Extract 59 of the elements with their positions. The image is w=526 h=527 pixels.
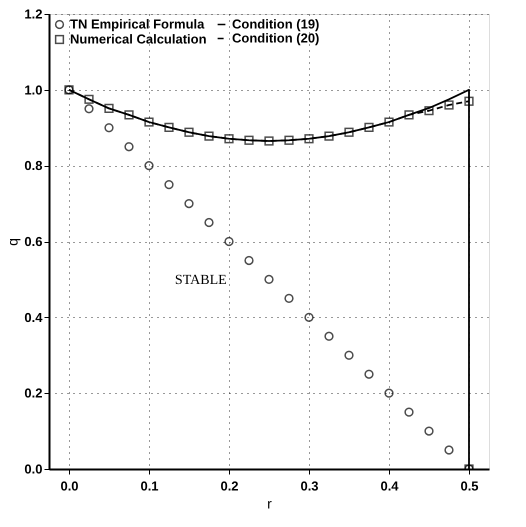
x-tick-label: 0.0 [60, 478, 79, 494]
x-axis-title: r [267, 496, 272, 512]
point [304, 312, 314, 322]
point [84, 94, 94, 104]
x-tick-label: 0.5 [460, 478, 479, 494]
x-tick-label: 0.4 [380, 478, 400, 494]
point [104, 104, 114, 114]
y-tick-label: 0.0 [24, 462, 42, 476]
point [164, 122, 174, 132]
point [124, 142, 134, 152]
point [444, 100, 454, 110]
point [324, 332, 334, 341]
point [404, 110, 414, 120]
point [364, 122, 374, 132]
point [184, 198, 194, 208]
y-tick-label: 0.6 [24, 234, 42, 249]
point [144, 161, 154, 170]
legend-label: TN Empirical Formula [70, 16, 206, 32]
point [84, 104, 94, 114]
point [404, 408, 414, 417]
point [384, 117, 394, 127]
point [324, 131, 334, 141]
point [184, 128, 194, 137]
point [444, 445, 454, 455]
point [124, 110, 134, 120]
point [224, 236, 234, 246]
point [224, 134, 234, 144]
point [104, 123, 114, 132]
point [244, 136, 254, 145]
point [204, 218, 214, 228]
point [264, 136, 274, 146]
point [204, 131, 214, 141]
y-tick-label: 0.2 [24, 386, 42, 401]
point [144, 117, 154, 127]
point [344, 128, 354, 137]
point [264, 274, 274, 284]
y-tick-label: 0.8 [24, 158, 42, 174]
legend-label: Numerical Calculation [70, 32, 207, 46]
y-axis-title: q [4, 238, 20, 246]
point [244, 256, 254, 266]
y-tick-label: 1.2 [24, 6, 42, 22]
point [424, 426, 434, 436]
point [384, 388, 394, 398]
point [344, 350, 354, 360]
annotation: STABLE [174, 273, 227, 288]
point [424, 106, 434, 116]
point [284, 136, 294, 145]
x-tick-label: 0.2 [220, 478, 239, 494]
point [364, 370, 374, 379]
point [464, 96, 474, 106]
y-tick-label: 1.0 [24, 82, 42, 98]
x-tick-label: 0.3 [300, 478, 319, 494]
point [304, 134, 314, 144]
legend-label: Condition (20) [232, 30, 320, 46]
y-tick-label: 0.4 [24, 310, 44, 325]
legend-label: Condition (19) [232, 16, 320, 32]
point [164, 180, 174, 190]
point [284, 294, 294, 303]
x-tick-label: 0.1 [140, 478, 159, 494]
